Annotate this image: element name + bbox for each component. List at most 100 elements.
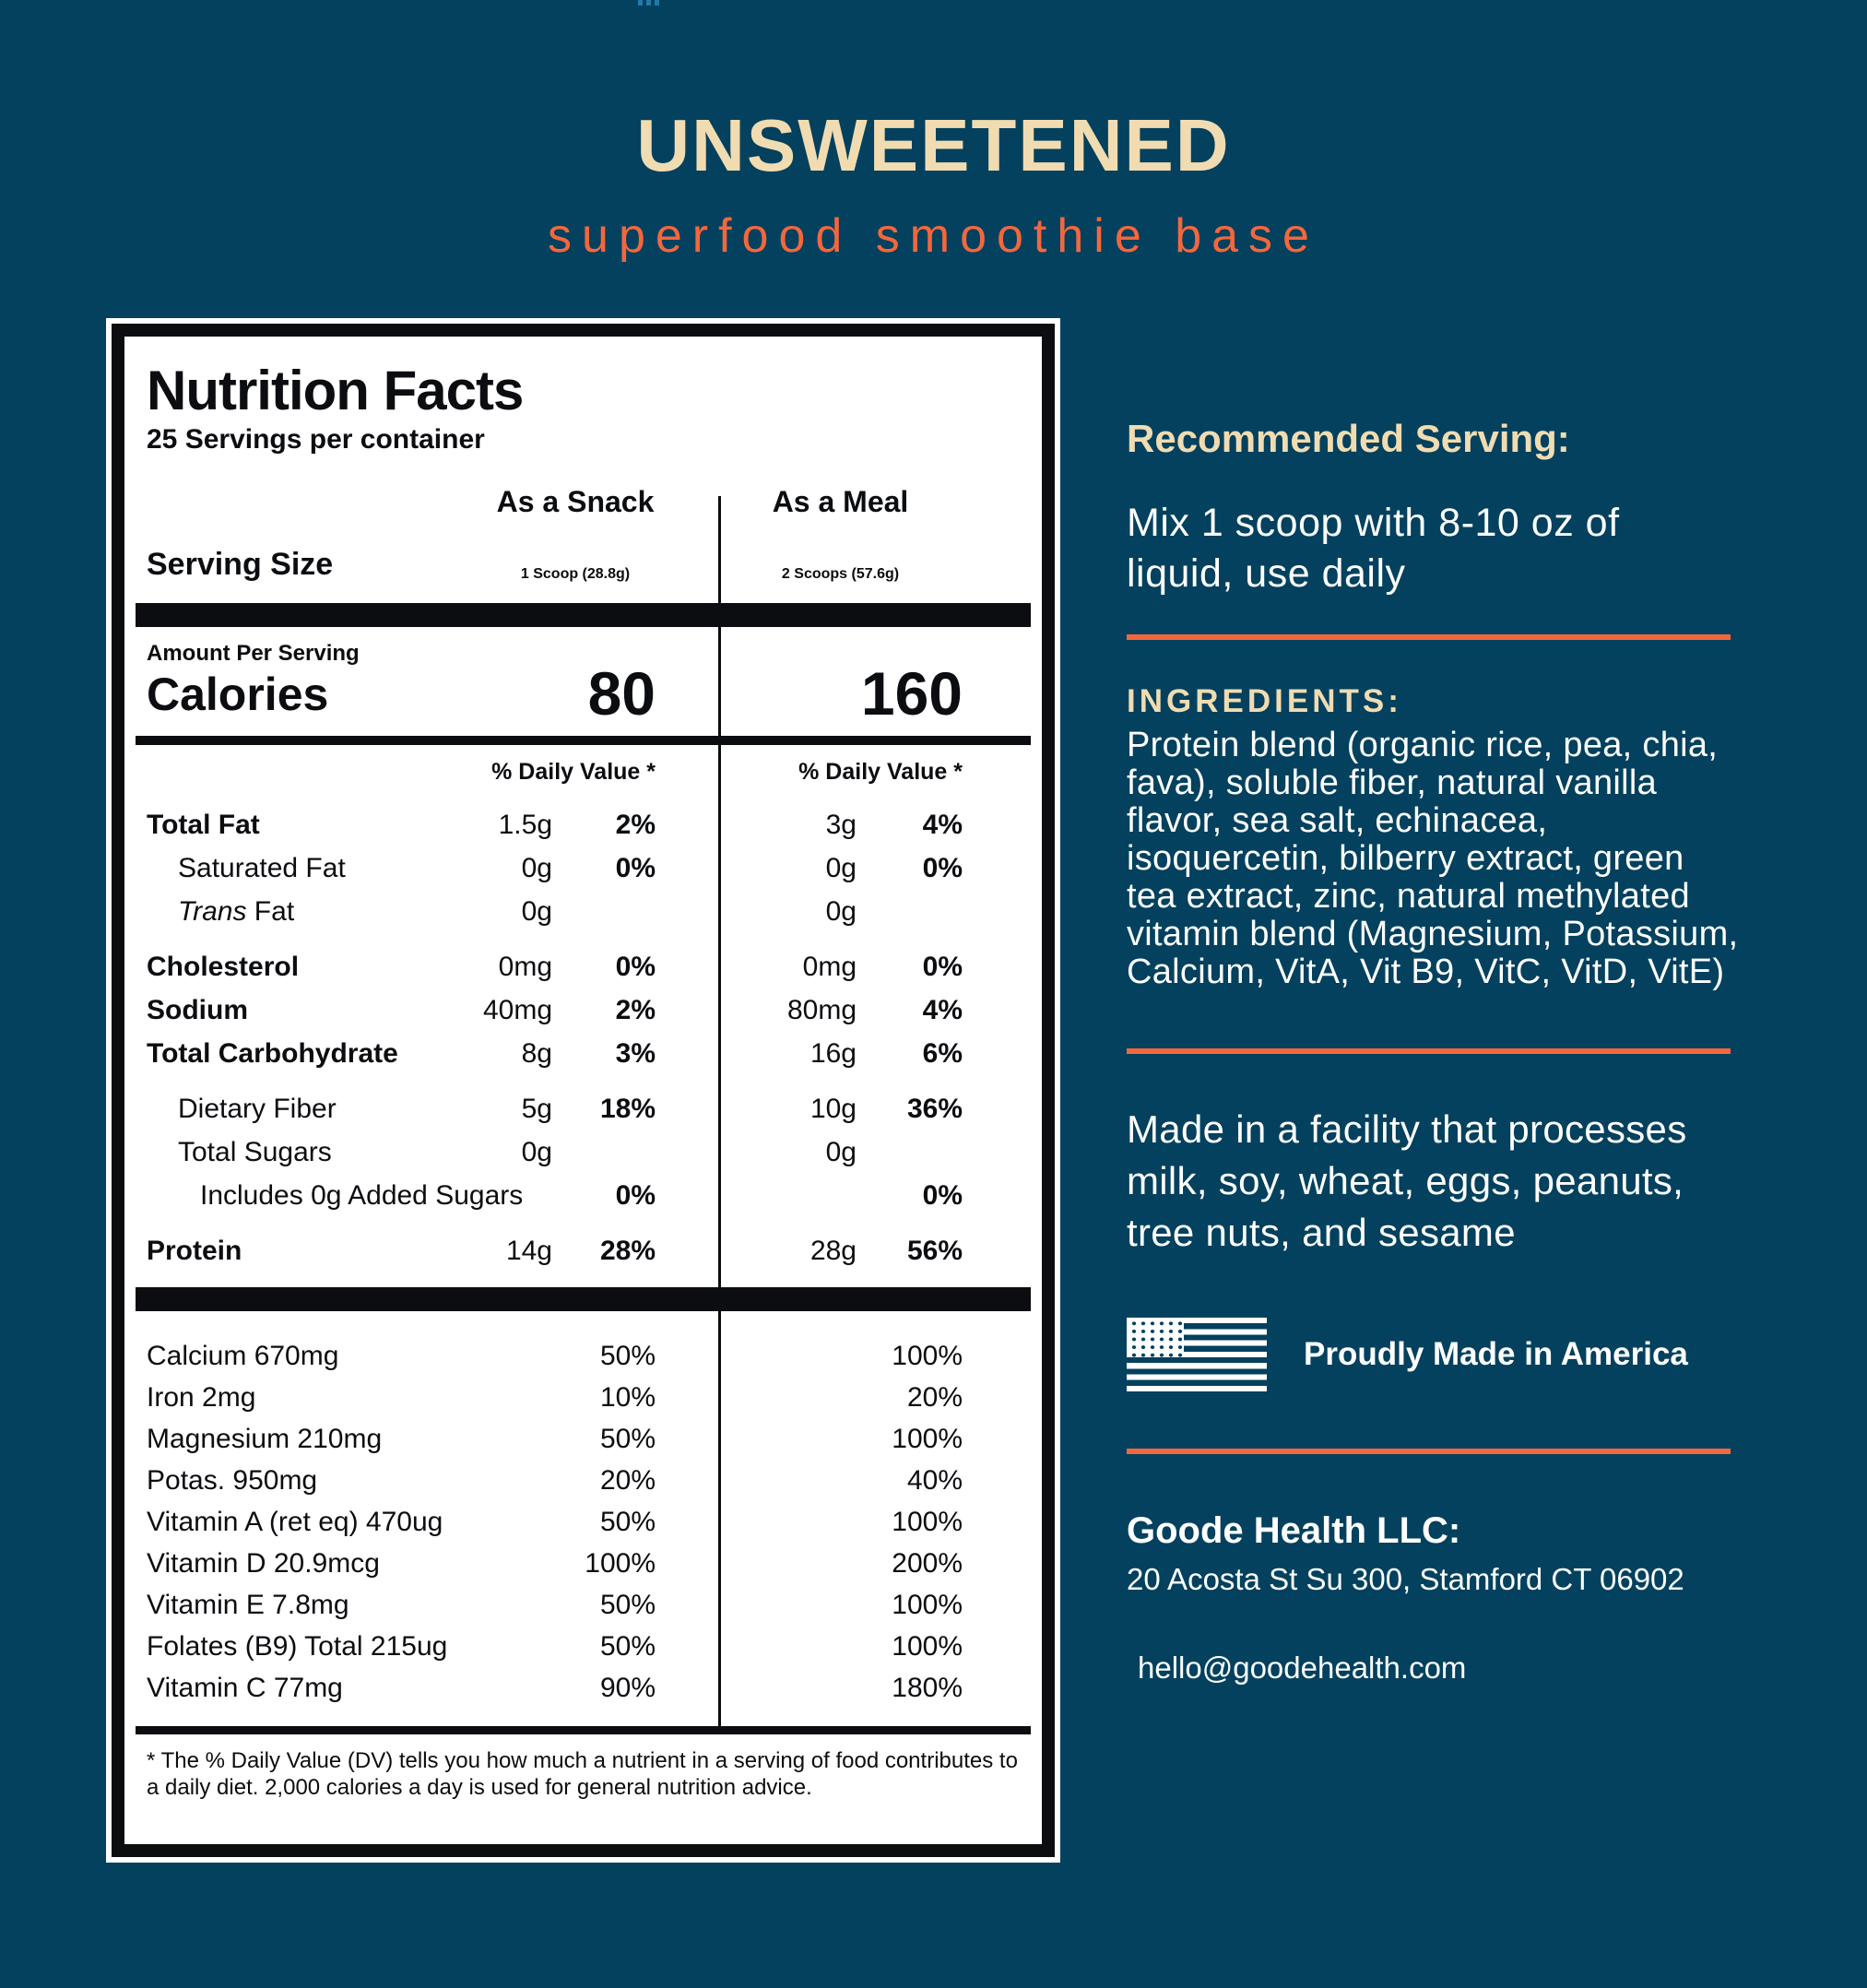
micronutrient-name: Iron 2mg [147, 1382, 256, 1413]
meal-amount: 28g [809, 1236, 857, 1266]
nutrition-facts-panel: Nutrition Facts 25 Servings per containe… [106, 318, 1060, 1863]
nutrient-name: Dietary Fiber [178, 1094, 337, 1124]
nutrition-facts-inner: Nutrition Facts 25 Servings per containe… [112, 324, 1055, 1857]
product-subtitle: superfood smoothie base [548, 209, 1319, 263]
thick-separator-bar [136, 1287, 1031, 1311]
calories-row: Amount Per Serving Calories 80 160 [147, 640, 1020, 728]
meal-daily-value: 200% [892, 1548, 963, 1579]
meal-daily-value: 0% [922, 853, 963, 883]
company-address: 20 Acosta St Su 300, Stamford CT 06902 [1127, 1562, 1684, 1596]
nutrient-row: Trans Fat 0g 0g [147, 896, 1020, 928]
serving-size-header: As a Snack As a Meal [147, 484, 1020, 519]
meal-daily-value: 0% [922, 952, 963, 982]
meal-serving-size: 2 Scoops (57.6g) [781, 566, 900, 582]
micronutrient-row: Vitamin A (ret eq) 470ug 50% 100% [147, 1509, 1020, 1536]
nutrient-name: Includes 0g Added Sugars [200, 1180, 524, 1211]
meal-calories-value: 160 [860, 659, 963, 728]
us-flag-icon [1127, 1318, 1267, 1391]
snack-column-header: As a Snack [496, 485, 655, 518]
micronutrient-rows: Calcium 670mg 50% 100% Iron 2mg 10% 20% Magnes… [147, 1343, 1020, 1702]
snack-daily-value: 50% [599, 1507, 656, 1537]
meal-daily-value: 40% [906, 1465, 963, 1496]
meal-daily-value: 100% [892, 1631, 963, 1662]
snack-amount: 0mg [498, 952, 552, 982]
nutrient-row: Total Fat 1.5g 2% 3g 4% [147, 810, 1020, 841]
meal-daily-value: 56% [906, 1236, 963, 1266]
nutrient-row: Protein 14g 28% 28g 56% [147, 1236, 1020, 1267]
snack-amount: 1.5g [498, 810, 552, 840]
daily-value-footnote: * The % Daily Value (DV) tells you how m… [147, 1748, 1018, 1800]
micronutrient-name: Vitamin D 20.9mcg [147, 1548, 380, 1579]
meal-amount: 16g [809, 1038, 857, 1069]
snack-daily-value: 90% [599, 1673, 656, 1703]
micronutrient-name: Vitamin C 77mg [147, 1673, 343, 1703]
meal-daily-value-header: % Daily Value * [798, 759, 963, 785]
meal-amount: 0g [825, 896, 857, 927]
nutrient-name: Total Sugars [178, 1137, 332, 1167]
meal-daily-value: 36% [906, 1094, 963, 1124]
nutrient-row: Saturated Fat 0g 0% 0g 0% [147, 853, 1020, 884]
footnote-separator-rule [136, 1726, 1031, 1734]
orange-divider [1127, 1449, 1731, 1454]
meal-amount: 80mg [786, 995, 857, 1025]
recommended-serving-body: Mix 1 scoop with 8-10 oz of liquid, use … [1127, 501, 1620, 596]
snack-daily-value: 0% [615, 853, 656, 883]
snack-calories-value: 80 [587, 659, 656, 728]
daily-value-header-row: % Daily Value * % Daily Value * [147, 758, 1020, 786]
snack-daily-value: 2% [615, 810, 656, 840]
snack-daily-value: 18% [599, 1094, 656, 1124]
meal-daily-value: 100% [892, 1341, 963, 1371]
meal-daily-value: 180% [892, 1673, 963, 1703]
ingredients-body: Protein blend (organic rice, pea, chia, … [1127, 726, 1739, 991]
meal-daily-value: 20% [906, 1382, 963, 1413]
snack-daily-value: 2% [615, 995, 656, 1025]
snack-daily-value: 20% [599, 1465, 656, 1496]
orange-divider [1127, 1048, 1731, 1054]
micronutrient-row: Magnesium 210mg 50% 100% [147, 1426, 1020, 1453]
snack-amount: 40mg [482, 995, 552, 1025]
micronutrient-row: Potas. 950mg 20% 40% [147, 1467, 1020, 1495]
meal-amount: 0g [825, 1137, 857, 1167]
allergen-notice: Made in a facility that processes milk, … [1127, 1107, 1687, 1254]
recommended-serving-heading: Recommended Serving: [1127, 417, 1570, 460]
ingredients-heading: INGREDIENTS: [1127, 683, 1402, 719]
serving-size-label: Serving Size [147, 547, 334, 582]
nutrient-name: Trans Fat [178, 896, 295, 927]
snack-daily-value: 28% [599, 1236, 656, 1266]
serving-size-row: Serving Size 1 Scoop (28.8g) 2 Scoops (5… [147, 547, 1020, 583]
micronutrient-row: Iron 2mg 10% 20% [147, 1384, 1020, 1412]
meal-amount: 0mg [802, 952, 857, 982]
nutrient-name: Protein [147, 1236, 242, 1266]
micronutrient-row: Vitamin C 77mg 90% 180% [147, 1674, 1020, 1702]
nutrient-row: Dietary Fiber 5g 18% 10g 36% [147, 1094, 1020, 1125]
made-in-america-label: Proudly Made in America [1304, 1336, 1688, 1372]
snack-serving-size: 1 Scoop (28.8g) [520, 566, 631, 582]
snack-daily-value: 0% [615, 1180, 656, 1211]
snack-daily-value: 10% [599, 1382, 656, 1413]
nutrition-facts-title: Nutrition Facts [147, 360, 524, 421]
medium-separator-rule [136, 736, 1031, 745]
nutrient-row: Total Carbohydrate 8g 3% 16g 6% [147, 1038, 1020, 1070]
micronutrient-name: Vitamin A (ret eq) 470ug [147, 1507, 443, 1537]
nutrient-row: Includes 0g Added Sugars 0% 0% [147, 1180, 1020, 1212]
nutrient-rows: Total Fat 1.5g 2% 3g 4% Saturated Fat 0g 0% 0g 0%… [147, 810, 1020, 1267]
servings-per-container: 25 Servings per container [147, 424, 485, 455]
snack-daily-value-header: % Daily Value * [491, 759, 656, 785]
header: UNSWEETENED superfood smoothie base [0, 109, 1867, 263]
thick-separator-bar [136, 603, 1031, 627]
micronutrient-name: Calcium 670mg [147, 1341, 339, 1371]
micronutrient-name: Vitamin E 7.8mg [147, 1590, 349, 1620]
nutrient-name: Total Fat [147, 810, 260, 840]
snack-amount: 0g [521, 1137, 552, 1167]
meal-amount: 3g [825, 810, 857, 840]
snack-daily-value: 100% [585, 1548, 656, 1579]
orange-divider [1127, 634, 1731, 640]
made-in-america-row: Proudly Made in America [1127, 1318, 1743, 1391]
nutrient-row: Cholesterol 0mg 0% 0mg 0% [147, 952, 1020, 983]
info-sidebar: Recommended Serving: Mix 1 scoop with 8-… [1127, 417, 1743, 1686]
column-divider-line [718, 496, 721, 1729]
meal-daily-value: 100% [892, 1590, 963, 1620]
meal-daily-value: 0% [922, 1180, 963, 1211]
micronutrient-name: Folates (B9) Total 215ug [147, 1631, 448, 1662]
